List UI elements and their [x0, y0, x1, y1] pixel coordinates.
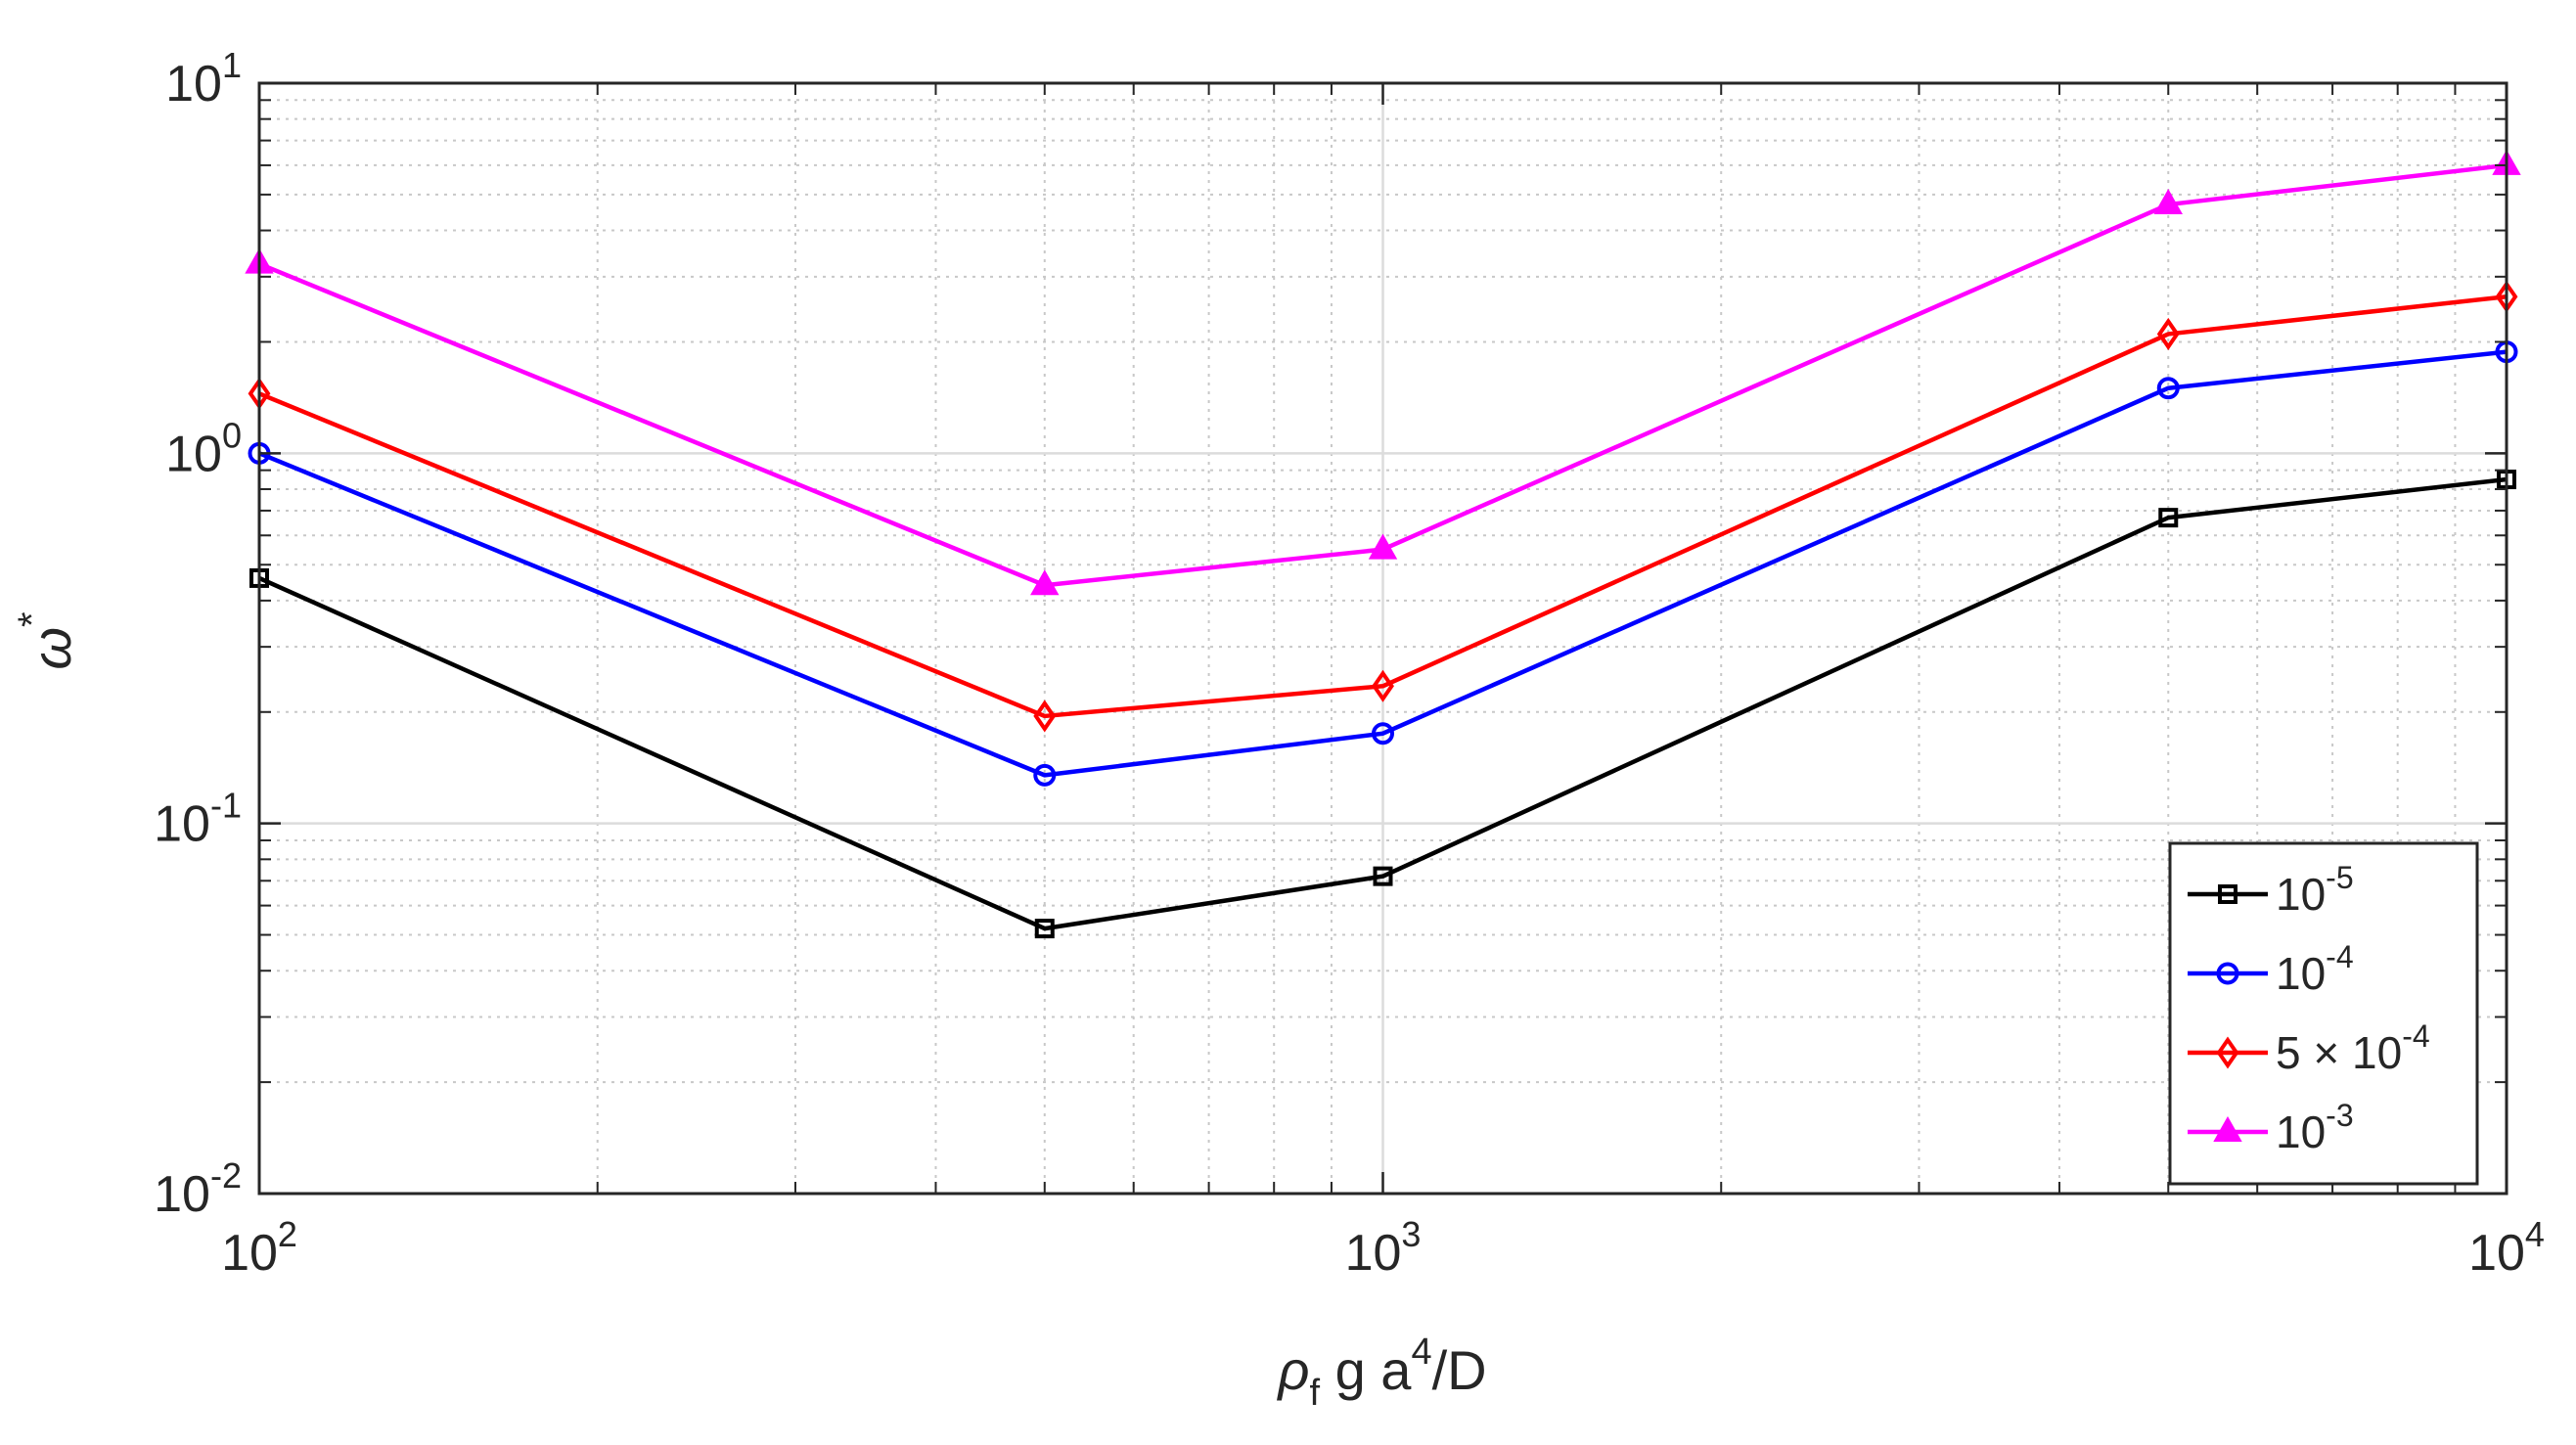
y-tick-base: 10 — [165, 426, 222, 482]
series-line — [258, 349, 2508, 778]
y-tick-label: 10-1 — [154, 786, 242, 853]
x-tick-labels: 102 103 104 — [221, 1214, 2545, 1282]
data-point — [1034, 919, 1055, 939]
data-point — [1368, 533, 1398, 560]
tick-marks — [257, 81, 2508, 1196]
data-point — [1030, 569, 1060, 596]
y-tick-base: 10 — [154, 1166, 210, 1223]
x-label-middle: g a — [1320, 1339, 1412, 1401]
legend-label: 10-5 — [2276, 860, 2354, 920]
x-tick-label: 104 — [2468, 1214, 2545, 1282]
x-label-tail: /D — [1432, 1339, 1487, 1401]
x-tick-exponent: 3 — [1401, 1214, 1421, 1254]
legend-item: 5 × 10-4 — [2188, 1018, 2430, 1078]
legend-label-base: 10 — [2276, 948, 2326, 999]
data-point — [1033, 763, 1057, 787]
x-axis-label: ρf g a4/D — [1276, 1332, 1486, 1414]
x-tick-base: 10 — [2468, 1225, 2525, 1282]
y-label-superscript: * — [11, 611, 54, 627]
x-label-superscript: 4 — [1411, 1332, 1431, 1373]
y-tick-exponent: -1 — [210, 786, 242, 826]
legend-label-exponent: -5 — [2326, 860, 2353, 895]
legend-label-exponent: -3 — [2326, 1098, 2353, 1133]
legend-label: 10-4 — [2276, 939, 2354, 999]
legend-label-exponent: -4 — [2326, 939, 2353, 974]
legend-label: 5 × 10-4 — [2276, 1018, 2430, 1078]
legend-marker — [2216, 962, 2239, 985]
data-point — [1372, 722, 1394, 745]
y-tick-label: 101 — [165, 45, 242, 113]
series-line — [258, 294, 2508, 719]
series-layer — [245, 149, 2521, 939]
legend-item: 10-3 — [2188, 1098, 2354, 1157]
x-tick-label: 103 — [1345, 1214, 1422, 1282]
x-tick-base: 10 — [1345, 1225, 1402, 1282]
legend-label-base: 5 × 10 — [2276, 1027, 2402, 1078]
y-tick-exponent: 1 — [222, 45, 242, 85]
y-tick-label: 100 — [165, 415, 242, 482]
legend-marker — [2216, 1036, 2239, 1069]
legend-label: 10-3 — [2276, 1098, 2354, 1157]
x-label-rho: ρ — [1276, 1339, 1309, 1401]
series-line — [258, 476, 2508, 931]
data-point — [2156, 317, 2180, 350]
legend-item: 10-5 — [2188, 860, 2354, 920]
data-point — [1372, 669, 1394, 702]
legend-label-base: 10 — [2276, 1106, 2326, 1157]
legend-label-base: 10 — [2276, 869, 2326, 920]
y-tick-exponent: 0 — [222, 415, 242, 455]
legend: 10-510-45 × 10-410-3 — [2168, 841, 2479, 1186]
data-point — [1033, 700, 1057, 733]
data-point — [1373, 866, 1393, 886]
data-point — [2156, 377, 2180, 400]
x-tick-exponent: 2 — [278, 1214, 297, 1254]
y-tick-base: 10 — [154, 796, 210, 853]
x-tick-base: 10 — [221, 1225, 278, 1282]
legend-marker — [2213, 1115, 2242, 1142]
y-tick-base: 10 — [165, 56, 222, 113]
y-label-omega: ω — [21, 627, 82, 670]
legend-label-exponent: -4 — [2402, 1018, 2429, 1054]
y-tick-exponent: -2 — [210, 1155, 242, 1196]
data-point — [2158, 508, 2179, 528]
y-tick-label: 10-2 — [154, 1155, 242, 1223]
legend-marker — [2218, 884, 2237, 904]
y-axis-label: ω* — [11, 611, 82, 669]
x-tick-exponent: 4 — [2525, 1214, 2545, 1254]
x-tick-label: 102 — [221, 1214, 297, 1282]
data-point — [2153, 189, 2183, 215]
x-label-subscript: f — [1309, 1373, 1320, 1414]
legend-item: 10-4 — [2188, 939, 2354, 999]
